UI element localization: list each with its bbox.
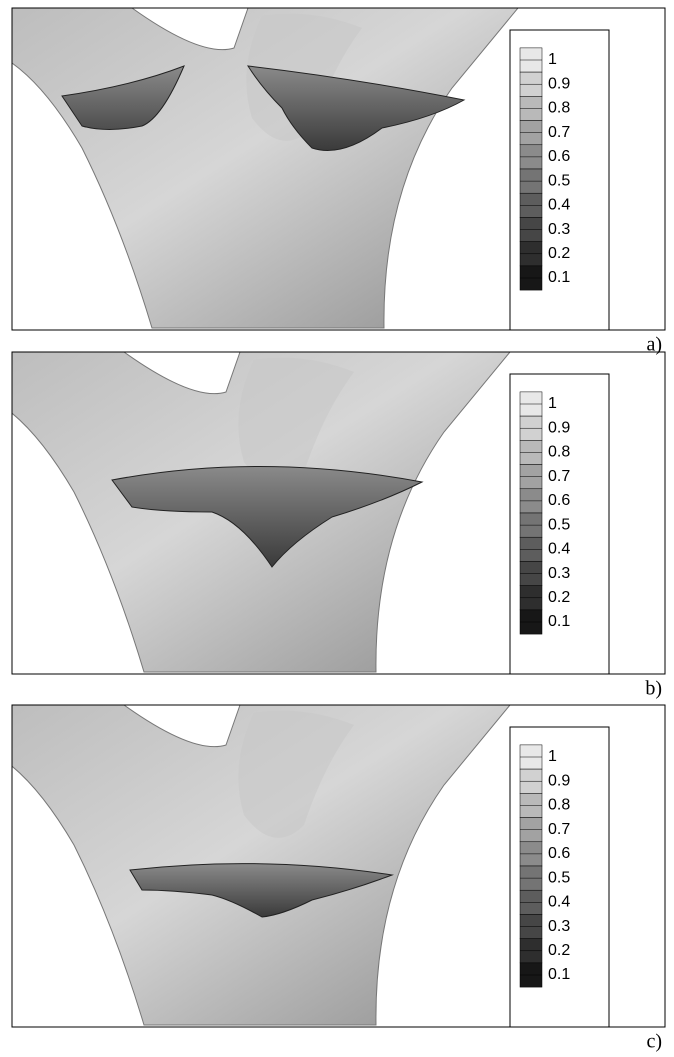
colorbar-label: 0.5 (548, 869, 570, 886)
vessel-surface (12, 8, 518, 328)
colorbar-label: 0.5 (548, 172, 570, 189)
colorbar-label: 0.3 (548, 918, 570, 935)
rendering (4, 352, 510, 672)
colorbar-label: 0.4 (548, 894, 570, 911)
colorbar-label: 1 (548, 748, 557, 765)
colorbar-label: 0.7 (548, 468, 570, 485)
colorbar-label: 0.1 (548, 613, 570, 630)
colorbar-label: 0.9 (548, 772, 570, 789)
figure: 10.90.80.70.60.50.40.30.20.1a)10.90.80.7… (0, 0, 674, 1057)
colorbar-label: 0.4 (548, 541, 570, 558)
panel: 1 0.9 0.8 0.7 0.6 0.5 0.4 0.3 0.2 0.1 c) (4, 705, 665, 1053)
colorbar-label: 0.5 (548, 516, 570, 533)
colorbar-label: 0.8 (548, 797, 570, 814)
colorbar-label: 0.9 (548, 419, 570, 436)
colorbar-label: 0.2 (548, 942, 570, 959)
colorbar-label: 0.7 (548, 124, 570, 141)
colorbar-label: 0.4 (548, 197, 570, 214)
colorbar-label: 0.6 (548, 845, 570, 862)
colorbar-label: 0.1 (548, 269, 570, 286)
panel: 10.90.80.70.60.50.40.30.20.1a) (12, 8, 665, 356)
colorbar-label: 0.6 (548, 492, 570, 509)
panel-label: c) (646, 1031, 662, 1053)
colorbar-label: 0.8 (548, 444, 570, 461)
colorbar-label: 0.2 (548, 245, 570, 262)
panel: 1 0.9 0.8 0.7 0.6 0.5 0.4 0.3 0.2 0.1 b) (4, 352, 665, 700)
panel-label: b) (645, 678, 662, 700)
colorbar-label: 1 (548, 51, 557, 68)
colorbar-label: 0.9 (548, 75, 570, 92)
colorbar-label: 0.3 (548, 221, 570, 238)
colorbar-label: 1 (548, 395, 557, 412)
colorbar-label: 0.8 (548, 100, 570, 117)
colorbar-label: 0.1 (548, 966, 570, 983)
colorbar-label: 0.3 (548, 565, 570, 582)
rendering (4, 705, 510, 1025)
colorbar-label: 0.7 (548, 821, 570, 838)
colorbar-label: 0.6 (548, 148, 570, 165)
colorbar-label: 0.2 (548, 589, 570, 606)
rendering (12, 8, 518, 328)
